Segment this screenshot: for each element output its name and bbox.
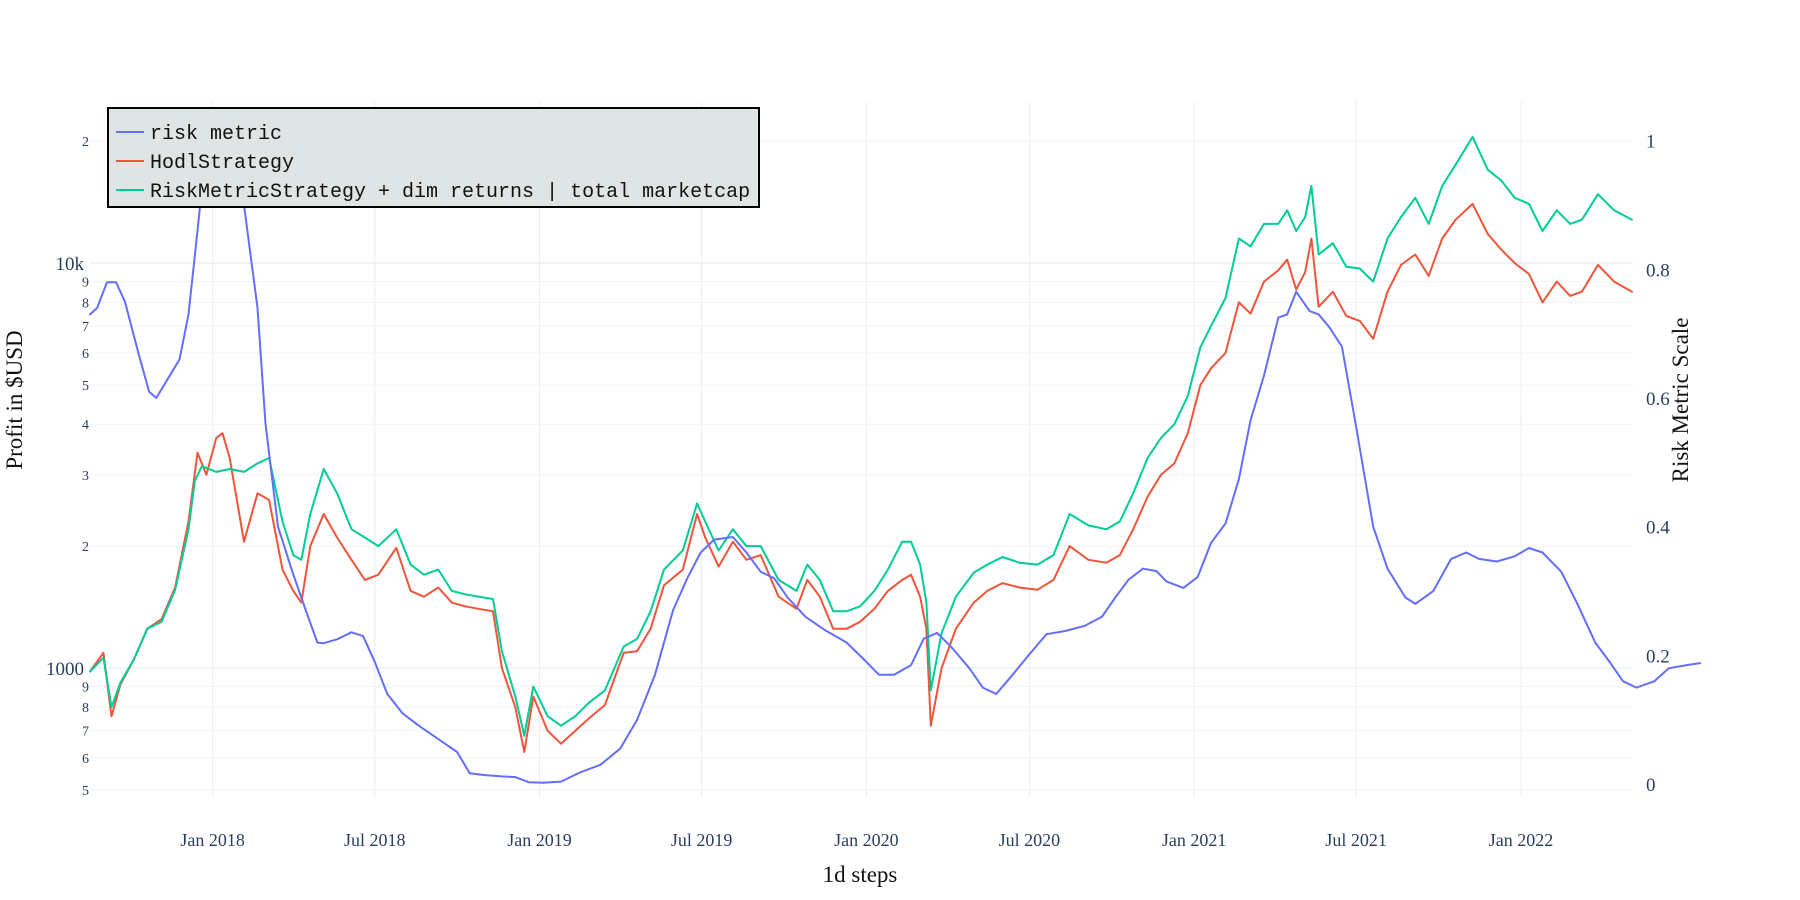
x-tick-label-jul-2020: Jul 2020 bbox=[999, 830, 1061, 850]
y-tick-label-600: 6 bbox=[82, 752, 89, 767]
x-axis-title: 1d steps bbox=[823, 862, 898, 887]
y-tick-label-5000: 5 bbox=[82, 379, 89, 394]
y2-tick-label-1: 1 bbox=[1646, 132, 1656, 153]
y-tick-label-20000: 2 bbox=[82, 135, 89, 150]
x-tick-label-jul-2021: Jul 2021 bbox=[1325, 830, 1387, 850]
x-tick-label-jan-2018: Jan 2018 bbox=[180, 830, 245, 850]
y2-tick-label-0: 0 bbox=[1646, 775, 1656, 796]
y-tick-label-700: 7 bbox=[82, 725, 89, 740]
y2-tick-label-0-2: 0.2 bbox=[1646, 646, 1670, 667]
plot-area bbox=[89, 135, 1702, 784]
x-tick-label-jul-2019: Jul 2019 bbox=[671, 830, 733, 850]
y2-tick-label-0-4: 0.4 bbox=[1646, 518, 1670, 539]
x-tick-label-jan-2022: Jan 2022 bbox=[1489, 830, 1554, 850]
y-tick-label-7000: 7 bbox=[82, 320, 89, 335]
grid bbox=[90, 102, 1632, 797]
series-line-hodlstrategy bbox=[89, 202, 1633, 753]
y-axis-right: 0 0.2 0.4 0.6 0.8 1 bbox=[1646, 132, 1670, 797]
x-tick-label-jan-2020: Jan 2020 bbox=[834, 830, 899, 850]
legend-label-risk-metric: risk metric bbox=[150, 123, 282, 146]
legend-label-hodlstrategy: HodlStrategy bbox=[150, 152, 294, 175]
y-tick-label-900: 9 bbox=[82, 680, 89, 695]
series-line-riskmetricstrategy-dim-returns-total-marketcap bbox=[89, 135, 1633, 737]
x-tick-label-jan-2021: Jan 2021 bbox=[1162, 830, 1227, 850]
x-tick-label-jan-2019: Jan 2019 bbox=[507, 830, 572, 850]
y2-axis-title: Risk Metric Scale bbox=[1668, 318, 1693, 483]
legend: risk metric HodlStrategy RiskMetricStrateg… bbox=[107, 107, 760, 208]
y-tick-label-8000: 8 bbox=[82, 296, 89, 311]
y-tick-label-10000: 10k bbox=[56, 254, 85, 275]
y-tick-label-2000: 2 bbox=[82, 540, 89, 555]
y-axis-title: Profit in $USD bbox=[2, 330, 27, 469]
x-tick-label-jul-2018: Jul 2018 bbox=[344, 830, 406, 850]
y-tick-label-4000: 4 bbox=[82, 418, 89, 433]
y2-tick-label-0-6: 0.6 bbox=[1646, 389, 1670, 410]
y-tick-label-9000: 9 bbox=[82, 276, 89, 291]
y-tick-label-1000: 1000 bbox=[46, 659, 84, 680]
series-line-risk-metric bbox=[89, 139, 1702, 784]
legend-box bbox=[107, 107, 760, 208]
x-axis: Jan 2018 Jul 2018 Jan 2019 Jul 2019 Jan 2020… bbox=[180, 830, 1553, 850]
y-tick-label-6000: 6 bbox=[82, 347, 89, 362]
y-tick-label-800: 8 bbox=[82, 701, 89, 716]
legend-label-riskmetricstrategy-dim-returns-total-marketcap: RiskMetricStrategy + dim returns | total… bbox=[150, 181, 750, 204]
y-tick-label-3000: 3 bbox=[82, 469, 89, 484]
y-tick-label-500: 5 bbox=[82, 784, 89, 799]
y2-tick-label-0-8: 0.8 bbox=[1646, 260, 1670, 281]
